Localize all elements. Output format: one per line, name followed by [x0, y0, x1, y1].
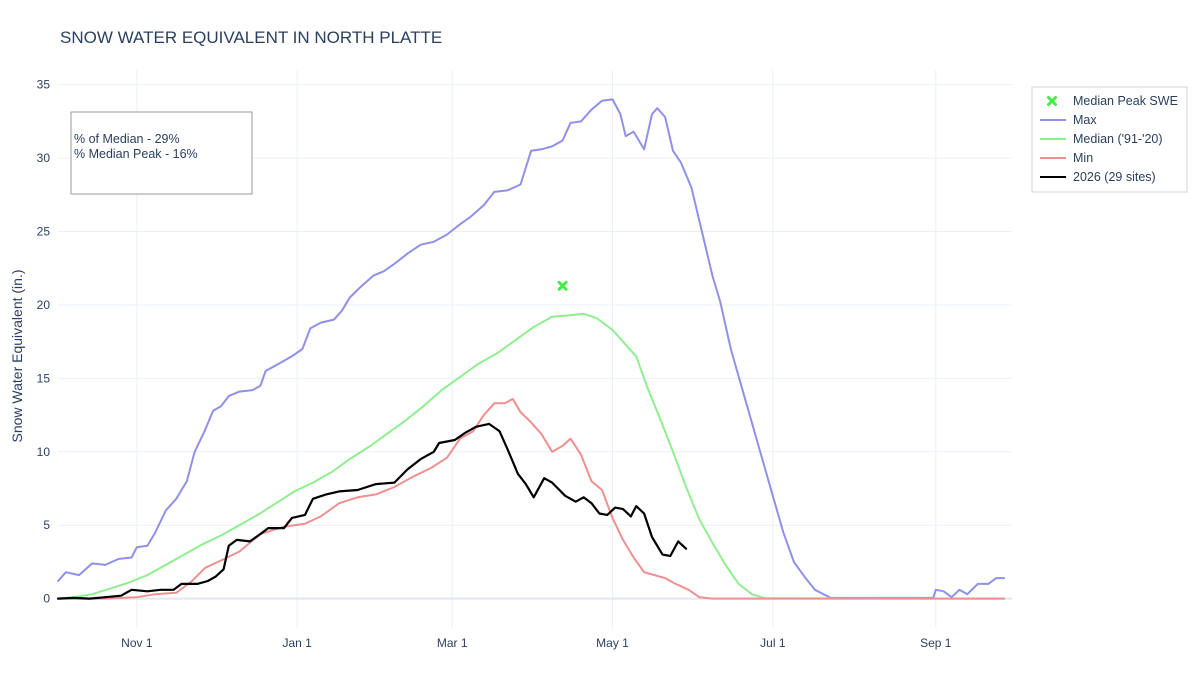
y-tick-label: 5: [43, 518, 50, 532]
median-peak-marker: [557, 280, 568, 291]
legend-item[interactable]: Min: [1040, 151, 1093, 165]
legend[interactable]: Median Peak SWE Max Median ('91-'20) Min 202…: [1031, 86, 1188, 193]
x-tick-label: Mar 1: [437, 636, 468, 650]
legend-label: Min: [1073, 151, 1093, 165]
y-axis-label: Snow Water Equivalent (in.): [9, 270, 25, 443]
x-tick-label: Jul 1: [760, 636, 786, 650]
y-tick-label: 25: [37, 225, 51, 239]
chart-title: SNOW WATER EQUIVALENT IN NORTH PLATTE: [60, 28, 442, 47]
y-tick-label: 15: [37, 371, 51, 385]
axes: 0 5 10 15 20 25 30 35 Nov 1 Jan 1 Mar 1 May 1 Jul 1 S…: [37, 78, 952, 650]
series-line-max: [57, 98, 1006, 599]
y-tick-label: 30: [37, 151, 51, 165]
x-tick-label: May 1: [596, 636, 629, 650]
annotation-line-1: % of Median - 29%: [74, 132, 180, 146]
series-lines: [56, 98, 1006, 600]
annotation-box: % of Median - 29% % Median Peak - 16%: [70, 111, 253, 195]
legend-label: 2026 (29 sites): [1073, 170, 1156, 184]
legend-marker-swatch: [1047, 96, 1057, 106]
legend-label: Median Peak SWE: [1073, 94, 1178, 108]
x-tick-label: Sep 1: [920, 636, 952, 650]
legend-label: Median ('91-'20): [1073, 132, 1163, 146]
legend-item[interactable]: Median Peak SWE: [1047, 94, 1178, 108]
annotation-line-2: % Median Peak - 16%: [74, 147, 198, 161]
legend-label: Max: [1073, 113, 1097, 127]
series-line-2026-29-sites: [56, 422, 688, 600]
x-tick-label: Nov 1: [121, 636, 153, 650]
series-line-min: [57, 397, 1006, 600]
y-tick-label: 10: [37, 445, 51, 459]
x-tick-label: Jan 1: [282, 636, 312, 650]
legend-item[interactable]: Max: [1040, 113, 1097, 127]
legend-item[interactable]: 2026 (29 sites): [1040, 170, 1156, 184]
y-tick-label: 20: [37, 298, 51, 312]
markers: [557, 280, 568, 291]
series-line-median-91-20: [57, 312, 1006, 600]
y-tick-label: 35: [37, 78, 51, 92]
legend-item[interactable]: Median ('91-'20): [1040, 132, 1163, 146]
y-tick-label: 0: [43, 592, 50, 606]
